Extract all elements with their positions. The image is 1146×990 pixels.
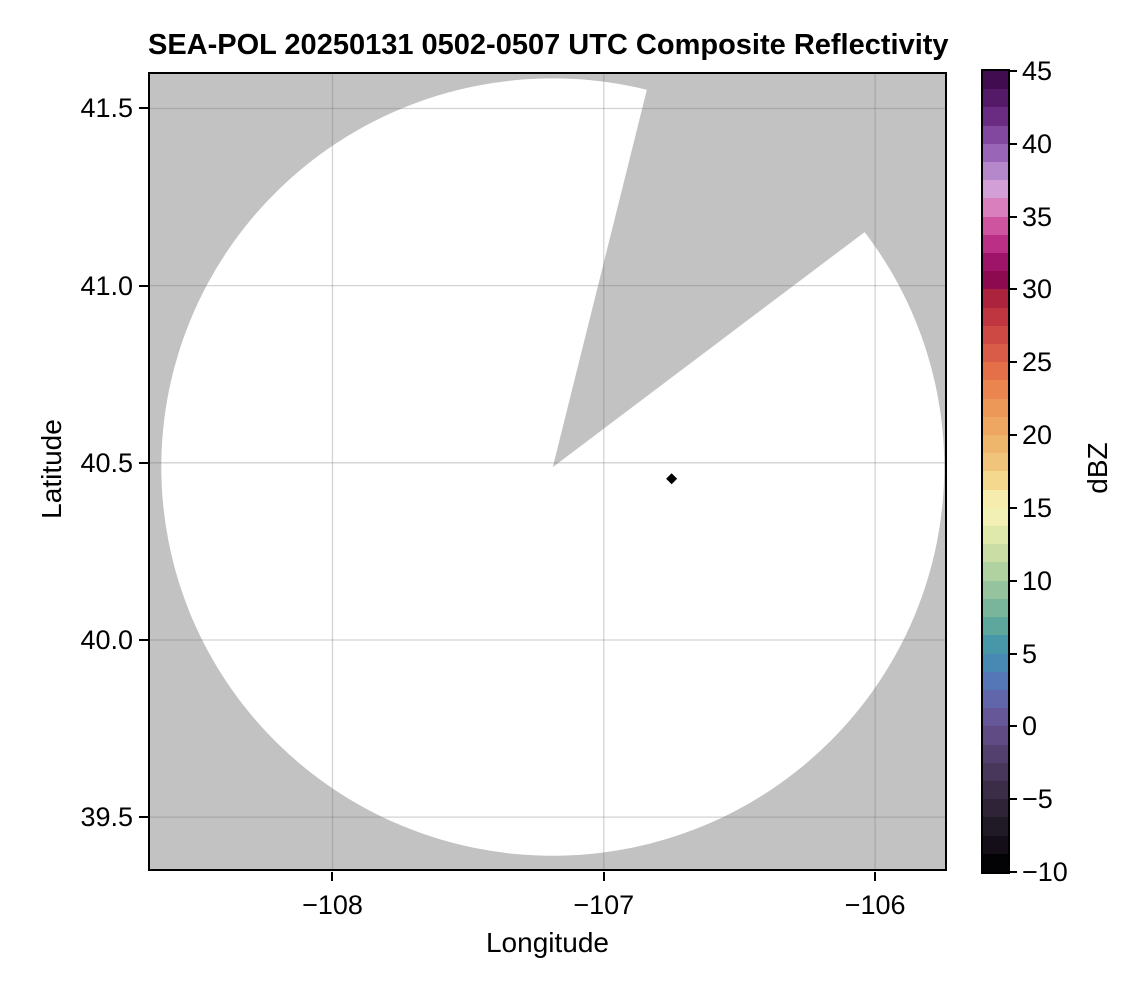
colorbar-band [983,362,1008,381]
colorbar-band [983,325,1008,345]
colorbar-band [983,89,1008,108]
colorbar-label: dBZ [1082,442,1113,494]
colorbar-tick-mark [1008,871,1017,873]
colorbar-tick-mark [1008,288,1017,291]
colorbar-band [983,198,1008,217]
y-tick-label: 41.0 [80,270,133,301]
colorbar-band [983,289,1008,308]
colorbar-tick-label: 45 [1022,56,1053,86]
colorbar-band [983,544,1008,563]
colorbar-band [983,617,1008,636]
colorbar-tick-mark [1008,215,1017,218]
colorbar-band [983,471,1008,490]
y-tick-mark [139,638,148,641]
colorbar-band [983,689,1008,709]
map-plot-area [148,72,947,871]
colorbar-tick-label: 15 [1022,492,1053,523]
colorbar-band [983,853,1008,872]
colorbar-tick-mark [1008,798,1017,801]
colorbar-band [983,271,1008,290]
x-tick-mark [331,872,334,881]
y-tick-mark [139,461,148,464]
colorbar-tick-label: 10 [1022,565,1053,596]
colorbar-band [983,817,1008,836]
colorbar-tick-label: 40 [1022,128,1053,159]
colorbar-band [983,580,1008,599]
colorbar-band [983,143,1008,163]
colorbar-tick-label: −10 [1022,857,1068,887]
colorbar-tick-label: 25 [1022,347,1053,378]
y-tick-mark [139,816,148,819]
x-tick-label: −106 [844,890,906,920]
colorbar-band [983,489,1008,508]
colorbar-tick-mark [1008,725,1017,728]
colorbar-band [983,307,1008,326]
colorbar-tick-mark [1008,361,1017,364]
x-tick-mark [874,872,877,881]
colorbar-band [983,780,1008,800]
y-tick-mark [139,284,148,287]
colorbar-tick-mark [1008,434,1017,437]
y-tick-mark [139,107,148,110]
colorbar-tick-label: 20 [1022,420,1053,451]
colorbar-band [983,635,1008,654]
x-tick-label: −108 [302,890,363,920]
colorbar-band [983,180,1008,199]
colorbar-band [983,253,1008,272]
colorbar-band [983,507,1008,527]
colorbar-band [983,71,1008,90]
colorbar-band [983,653,1008,672]
colorbar-tick-mark [1008,506,1017,509]
colorbar-band [983,562,1008,581]
colorbar-band [983,125,1008,144]
colorbar-band [983,107,1008,126]
colorbar-tick-mark [1008,652,1017,655]
colorbar-tick-mark [1008,142,1017,145]
colorbar-band [983,762,1008,781]
colorbar-tick-mark [1008,579,1017,582]
colorbar-tick-mark [1008,70,1017,72]
colorbar-band [983,435,1008,454]
colorbar-band [983,708,1008,727]
axes-spines [148,72,947,871]
colorbar-band [983,162,1008,181]
colorbar-band [983,744,1008,763]
colorbar-band [983,344,1008,363]
x-tick-label: −107 [573,890,635,920]
colorbar [981,69,1010,874]
colorbar-band [983,453,1008,472]
colorbar-band [983,380,1008,399]
x-axis-label: Longitude [485,927,609,958]
blocked-sector-wedge [552,72,947,468]
plot-title: SEA-POL 20250131 0502-0507 UTC Composite… [148,29,949,61]
colorbar-band [983,598,1008,618]
colorbar-band [983,216,1008,235]
colorbar-band [983,416,1008,436]
y-tick-label: 40.5 [80,447,133,478]
colorbar-band [983,398,1008,417]
colorbar-band [983,671,1008,690]
colorbar-tick-label: 30 [1022,274,1053,305]
site-marker-diamond [666,473,678,485]
colorbar-band [983,234,1008,254]
colorbar-tick-label: 35 [1022,201,1053,232]
y-tick-label: 39.5 [80,802,133,833]
y-tick-label: 40.0 [80,624,133,655]
colorbar-tick-label: 5 [1022,638,1038,669]
y-tick-label: 41.5 [80,93,133,124]
colorbar-tick-label: −5 [1022,784,1053,815]
x-tick-mark [602,872,605,881]
colorbar-band [983,799,1008,818]
colorbar-band [983,835,1008,854]
colorbar-band [983,526,1008,545]
colorbar-tick-label: 0 [1022,711,1038,742]
colorbar-band [983,726,1008,745]
